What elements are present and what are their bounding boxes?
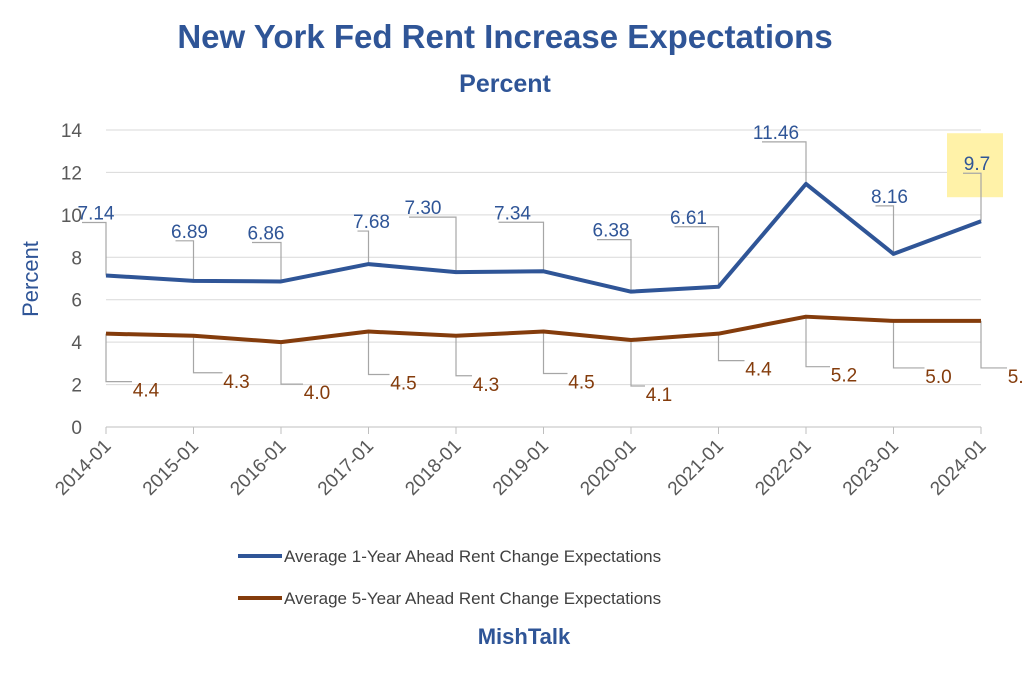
highlight-box bbox=[947, 133, 1003, 198]
data-label-1yr: 6.61 bbox=[670, 208, 707, 229]
leader-line bbox=[674, 226, 720, 287]
y-tick-label: 12 bbox=[61, 163, 82, 184]
leader-line bbox=[280, 342, 303, 385]
data-label-5yr: 4.3 bbox=[223, 372, 249, 393]
data-label-1yr: 9.7 bbox=[964, 154, 990, 175]
data-label-5yr: 4.4 bbox=[133, 381, 160, 402]
leader-line bbox=[805, 316, 830, 368]
y-tick-label: 10 bbox=[61, 206, 82, 227]
data-label-5yr: 4.5 bbox=[390, 374, 416, 395]
x-tick-label: 2024-01 bbox=[926, 436, 990, 500]
series-line-5yr bbox=[105, 314, 981, 345]
data-labels: 4.4 4.3 4.0 4.5 4.3 4.5 4.1 4.4 5.2 5.0 5.1 7.14 6.8… bbox=[78, 123, 1024, 406]
x-tick-label: 2015-01 bbox=[139, 436, 203, 500]
credit: MishTalk bbox=[478, 624, 571, 649]
x-tick-label: 2020-01 bbox=[576, 436, 640, 500]
data-label-1yr: 6.89 bbox=[171, 222, 208, 243]
data-label-1yr: 8.16 bbox=[871, 187, 908, 208]
y-axis-label: Percent bbox=[18, 241, 43, 317]
x-axis: 2014-01 2015-01 2016-01 2017-01 2018-01 2019-… bbox=[51, 427, 991, 500]
y-tick-label: 0 bbox=[71, 418, 82, 439]
data-label-5yr: 5.0 bbox=[925, 367, 951, 388]
leader-line bbox=[105, 333, 132, 383]
leader-line bbox=[498, 221, 545, 272]
highlight-box-rect bbox=[947, 133, 1003, 198]
leader-line bbox=[542, 331, 568, 375]
data-label-1yr: 7.14 bbox=[78, 204, 115, 225]
y-tick-label: 6 bbox=[71, 291, 82, 312]
data-label-1yr: 7.30 bbox=[405, 198, 442, 219]
y-tick-label: 8 bbox=[71, 248, 82, 269]
leader-line bbox=[597, 239, 632, 292]
y-tick-labels: 0 2 4 6 8 10 12 14 bbox=[61, 121, 83, 439]
legend-label-5yr: Average 5-Year Ahead Rent Change Expecta… bbox=[284, 589, 661, 608]
x-tick-label: 2014-01 bbox=[51, 436, 115, 500]
data-label-5yr: 4.4 bbox=[745, 360, 772, 381]
leader-line bbox=[252, 241, 282, 282]
data-label-1yr: 7.34 bbox=[494, 203, 531, 224]
leader-line bbox=[357, 230, 370, 265]
data-label-5yr: 5.1 bbox=[1008, 367, 1024, 388]
data-label-1yr: 6.86 bbox=[248, 223, 285, 244]
leader-line bbox=[875, 205, 895, 254]
data-label-1yr: 6.38 bbox=[593, 221, 630, 242]
leader-line bbox=[892, 320, 925, 369]
series-line-1yr bbox=[105, 181, 982, 294]
leader-line bbox=[762, 141, 807, 184]
x-tick-label: 2021-01 bbox=[664, 436, 728, 500]
x-tick-label: 2019-01 bbox=[489, 436, 553, 500]
leader-line bbox=[455, 335, 472, 377]
leader-line bbox=[82, 221, 107, 276]
data-label-5yr: 4.3 bbox=[473, 375, 499, 396]
data-label-1yr: 11.46 bbox=[753, 123, 799, 144]
leader-line bbox=[717, 333, 745, 362]
leader-line bbox=[980, 320, 1007, 369]
y-tick-label: 2 bbox=[71, 376, 82, 397]
data-label-1yr: 7.68 bbox=[353, 212, 390, 233]
x-tick-label: 2018-01 bbox=[401, 436, 465, 500]
y-tick-label: 14 bbox=[61, 121, 83, 142]
label-leader-lines bbox=[82, 141, 1007, 387]
legend: Average 1-Year Ahead Rent Change Expecta… bbox=[238, 547, 661, 608]
y-tick-label: 4 bbox=[71, 333, 82, 354]
leader-line bbox=[175, 240, 195, 281]
data-label-5yr: 5.2 bbox=[831, 366, 857, 387]
leader-line bbox=[963, 172, 982, 222]
data-label-5yr: 4.0 bbox=[304, 383, 330, 404]
x-tick-label: 2016-01 bbox=[226, 436, 290, 500]
x-tick-label: 2023-01 bbox=[839, 436, 903, 500]
chart-subtitle: Percent bbox=[459, 70, 551, 98]
leader-line bbox=[367, 331, 390, 376]
x-tick-label: 2017-01 bbox=[314, 436, 378, 500]
data-label-5yr: 4.1 bbox=[646, 385, 672, 406]
x-tick-label: 2022-01 bbox=[751, 436, 815, 500]
leader-line bbox=[409, 216, 457, 273]
leader-line bbox=[192, 335, 223, 374]
series-lines bbox=[105, 181, 982, 345]
leader-line bbox=[630, 340, 645, 387]
data-label-5yr: 4.5 bbox=[568, 373, 594, 394]
legend-label-1yr: Average 1-Year Ahead Rent Change Expecta… bbox=[284, 547, 661, 566]
chart-title: New York Fed Rent Increase Expectations bbox=[177, 18, 832, 55]
